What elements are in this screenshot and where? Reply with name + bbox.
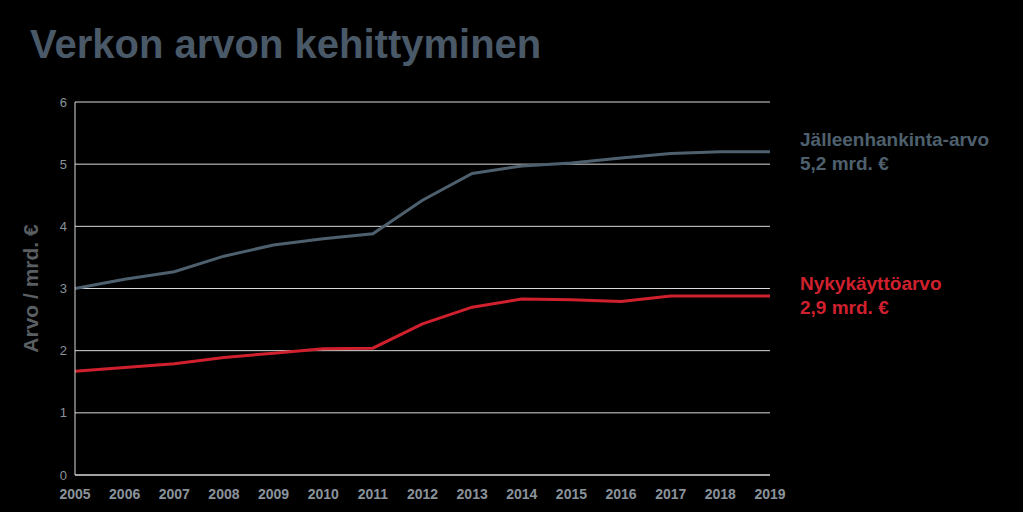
svg-text:2008: 2008: [208, 486, 239, 502]
svg-text:5: 5: [60, 157, 67, 172]
svg-text:2007: 2007: [159, 486, 190, 502]
svg-text:2009: 2009: [258, 486, 289, 502]
svg-text:2010: 2010: [308, 486, 339, 502]
svg-text:2016: 2016: [605, 486, 636, 502]
svg-text:Nykykäyttöarvo2,9 mrd. €: Nykykäyttöarvo2,9 mrd. €: [800, 273, 942, 318]
svg-text:2018: 2018: [705, 486, 736, 502]
svg-text:Jälleenhankinta-arvo5,2 mrd. €: Jälleenhankinta-arvo5,2 mrd. €: [800, 129, 989, 174]
svg-text:2012: 2012: [407, 486, 438, 502]
svg-text:Arvo / mrd. €: Arvo / mrd. €: [19, 224, 42, 353]
svg-text:1: 1: [60, 405, 67, 420]
svg-text:2014: 2014: [506, 486, 537, 502]
svg-text:2017: 2017: [655, 486, 686, 502]
svg-text:2: 2: [60, 343, 67, 358]
svg-text:6: 6: [60, 95, 67, 110]
svg-text:2019: 2019: [754, 486, 785, 502]
html-text:Verkon arvon kehittyminen: Verkon arvon kehittyminen: [30, 22, 542, 66]
svg-text:2005: 2005: [59, 486, 90, 502]
svg-text:4: 4: [60, 219, 67, 234]
svg-text:2013: 2013: [457, 486, 488, 502]
svg-text:2006: 2006: [109, 486, 140, 502]
svg-text:3: 3: [60, 281, 67, 296]
svg-text:2011: 2011: [358, 486, 389, 502]
svg-text:0: 0: [60, 468, 67, 483]
svg-text:2015: 2015: [556, 486, 587, 502]
